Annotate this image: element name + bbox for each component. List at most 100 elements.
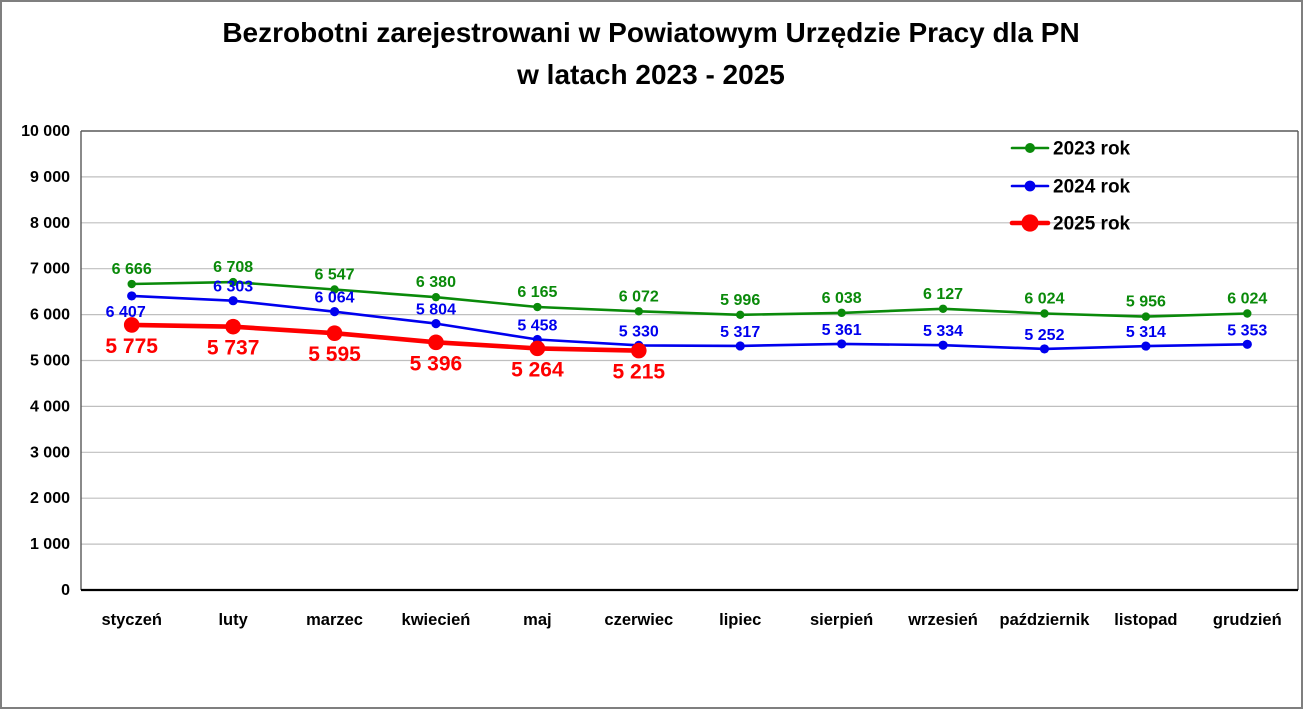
x-axis-month-label: luty [218, 611, 248, 629]
data-point-2024-październik [1039, 344, 1050, 354]
data-label-2024-październik: 5 252 [1024, 327, 1064, 344]
data-point-2023-grudzień [1243, 309, 1252, 318]
legend-item-2024-rok: 2024 rok [1010, 177, 1131, 198]
y-axis-tick-label: 8 000 [30, 215, 70, 232]
y-axis-tick-label: 7 000 [30, 261, 70, 278]
data-point-2023-czerwiec [634, 307, 643, 316]
data-point-2024-wrzesień [938, 340, 948, 350]
data-label-2024-styczeń: 6 407 [106, 304, 146, 321]
data-label-2023-grudzień: 6 024 [1227, 290, 1267, 307]
data-label-2024-lipiec: 5 317 [720, 324, 760, 341]
x-axis-month-label: styczeń [101, 611, 162, 629]
data-point-2023-listopad [1141, 312, 1151, 321]
data-label-2025-marzec: 5 595 [308, 343, 361, 366]
chart-title-line1: Bezrobotni zarejestrowani w Powiatowym U… [222, 17, 1079, 48]
x-axis-month-label: listopad [1114, 611, 1177, 629]
data-label-2025-luty: 5 737 [207, 337, 260, 360]
data-label-2023-czerwiec: 6 072 [619, 288, 659, 305]
data-point-2023-maj [533, 302, 542, 312]
data-point-2024-sierpień [837, 339, 847, 349]
data-label-2023-luty: 6 708 [213, 259, 253, 276]
y-axis-tick-label: 10 000 [21, 123, 70, 140]
y-axis-tick-label: 1 000 [30, 536, 70, 553]
x-axis-month-label: wrzesień [907, 611, 978, 629]
y-axis-tick-label: 0 [61, 582, 70, 599]
legend-marker [1021, 214, 1039, 232]
data-label-2023-lipiec: 5 996 [720, 292, 760, 309]
data-label-2024-maj: 5 458 [517, 317, 557, 334]
chart-title-line2: w latach 2023 - 2025 [516, 59, 785, 90]
x-axis-month-label: maj [523, 611, 551, 629]
x-axis-month-label: czerwiec [604, 611, 673, 629]
data-point-2024-grudzień [1242, 339, 1252, 349]
data-label-2023-wrzesień: 6 127 [923, 286, 963, 303]
data-point-2024-listopad [1141, 341, 1151, 351]
data-point-2025-czerwiec [630, 342, 647, 359]
data-point-2024-lipiec [735, 341, 745, 351]
data-label-2023-styczeń: 6 666 [112, 261, 152, 278]
y-axis-tick-label: 4 000 [30, 398, 70, 415]
data-point-2023-kwiecień [431, 292, 441, 302]
x-axis-month-label: październik [1000, 611, 1091, 629]
legend-label: 2024 rok [1053, 177, 1131, 198]
data-labels-group: 6 666 6 708 6 547 6 380 6 165 6 072 5 996 6 038… [105, 259, 1267, 384]
legend-marker [1025, 143, 1035, 153]
x-axis-month-label: kwiecień [402, 611, 471, 629]
series-line-2025-rok [129, 322, 642, 353]
data-label-2024-marzec: 6 064 [315, 290, 355, 307]
series-line-2023-rok [130, 280, 1249, 318]
data-point-2024-luty [228, 296, 238, 306]
data-point-2023-lipiec [736, 310, 745, 319]
y-axis-tick-label: 6 000 [30, 307, 70, 324]
y-axis-tick-label: 5 000 [30, 353, 70, 370]
gridlines-group [81, 176, 1298, 545]
data-point-2023-luty [228, 277, 238, 287]
data-label-2023-listopad: 5 956 [1126, 294, 1166, 311]
data-label-2024-wrzesień: 5 334 [923, 323, 963, 340]
x-axis-month-label: sierpień [810, 611, 873, 629]
y-axis-tick-label: 9 000 [30, 169, 70, 186]
data-label-2023-marzec: 6 547 [315, 266, 355, 283]
data-label-2024-kwiecień: 5 804 [416, 302, 456, 319]
data-label-2025-maj: 5 264 [511, 358, 564, 381]
legend-label: 2025 rok [1053, 214, 1131, 235]
data-label-2024-luty: 6 303 [213, 279, 253, 296]
data-label-2023-kwiecień: 6 380 [416, 274, 456, 291]
data-point-2025-luty [225, 318, 241, 335]
series-line-2024-rok [130, 294, 1249, 351]
data-point-2023-październik [1040, 309, 1049, 318]
axes-group: 0 1 000 2 000 3 000 4 000 5 000 6 000 7 000 8 00… [21, 123, 1299, 629]
data-label-2025-styczeń: 5 775 [105, 335, 158, 358]
x-axis-month-label: marzec [306, 611, 363, 629]
series-group [123, 277, 1252, 359]
data-point-2025-styczeń [123, 317, 140, 333]
data-label-2023-sierpień: 6 038 [822, 290, 862, 307]
legend-item-2023-rok: 2023 rok [1010, 139, 1131, 160]
data-point-2024-kwiecień [431, 318, 441, 329]
data-point-2024-styczeń [127, 291, 137, 301]
data-point-2023-styczeń [127, 279, 136, 289]
data-point-2025-kwiecień [428, 334, 444, 351]
x-axis-month-label: grudzień [1213, 611, 1282, 629]
data-label-2023-maj: 6 165 [517, 284, 557, 301]
data-label-2025-kwiecień: 5 396 [410, 352, 463, 375]
legend-group: 2023 rok 2024 rok 2025 rok [1009, 139, 1131, 235]
data-label-2024-sierpień: 5 361 [822, 322, 862, 339]
y-axis-tick-label: 3 000 [30, 444, 70, 461]
x-axis-month-label: lipiec [719, 611, 761, 629]
data-point-2025-marzec [326, 325, 343, 341]
data-label-2024-czerwiec: 5 330 [619, 323, 659, 340]
data-point-2023-sierpień [837, 308, 846, 318]
y-axis-tick-label: 2 000 [30, 490, 70, 507]
data-point-2025-maj [529, 340, 546, 357]
data-point-2023-marzec [330, 285, 339, 294]
data-label-2024-grudzień: 5 353 [1227, 322, 1267, 339]
data-point-2024-marzec [329, 307, 340, 317]
legend-marker [1024, 180, 1036, 192]
data-point-2023-wrzesień [938, 304, 948, 313]
legend-label: 2023 rok [1053, 139, 1131, 160]
legend-item-2025-rok: 2025 rok [1009, 214, 1131, 235]
data-label-2023-październik: 6 024 [1024, 290, 1064, 307]
